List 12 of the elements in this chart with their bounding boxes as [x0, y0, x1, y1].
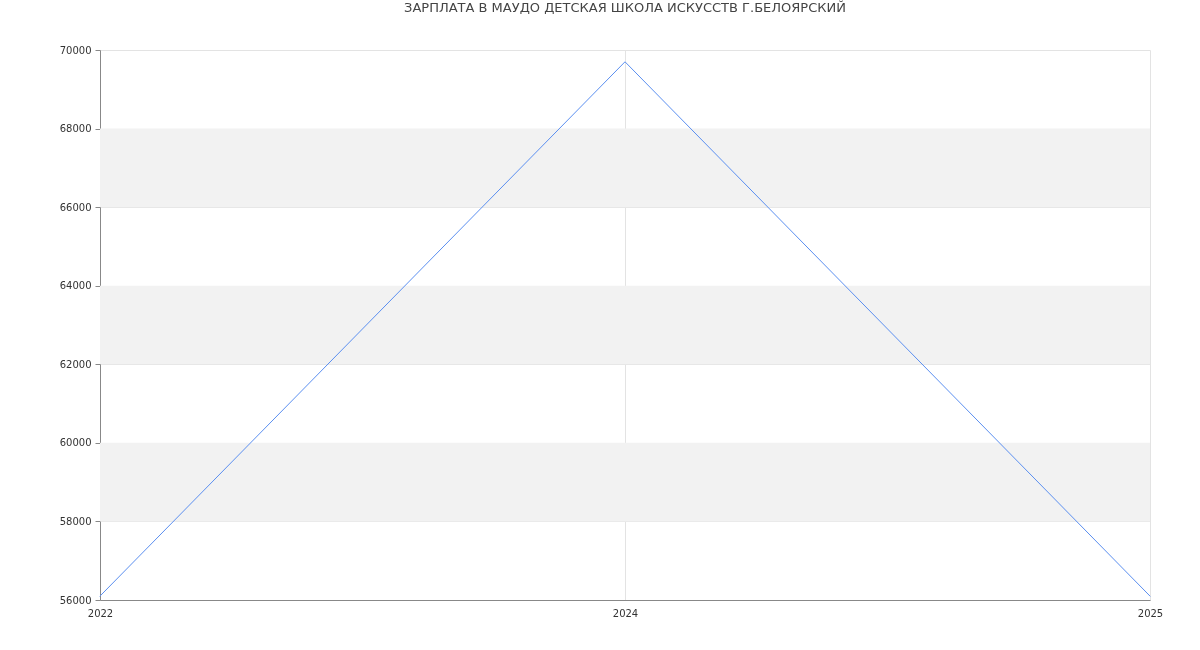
x-tick-label: 2024	[612, 607, 639, 619]
y-tick-label: 62000	[59, 358, 92, 370]
y-tick-label: 68000	[59, 123, 92, 135]
x-tick-label: 2022	[87, 607, 114, 619]
y-tick-label: 58000	[59, 515, 92, 527]
y-tick-label: 66000	[59, 201, 92, 213]
y-tick-label: 60000	[59, 437, 92, 449]
y-tick-label: 64000	[59, 280, 92, 292]
chart-title: ЗАРПЛАТА В МАУДО ДЕТСКАЯ ШКОЛА ИСКУССТВ Г.БЕЛОЯРСКИЙ	[404, 0, 846, 15]
y-tick-label: 56000	[59, 594, 92, 606]
y-tick-label: 70000	[59, 44, 92, 56]
x-tick-label: 2025	[1137, 607, 1164, 619]
